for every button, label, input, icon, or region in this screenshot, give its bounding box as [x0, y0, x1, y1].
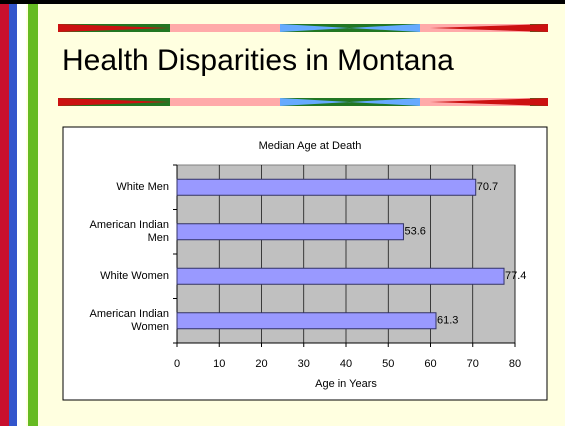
- bar: [177, 268, 504, 284]
- value-label: 53.6: [404, 226, 425, 238]
- x-tick-label: 20: [255, 358, 267, 370]
- bar: [177, 224, 403, 240]
- x-tick-label: 30: [298, 358, 310, 370]
- x-tick-label: 50: [382, 358, 394, 370]
- chart-title: Median Age at Death: [259, 140, 362, 152]
- y-tick-label: American Indian Men: [69, 219, 169, 245]
- y-tick-label: White Men: [69, 181, 169, 194]
- value-label: 77.4: [505, 270, 526, 282]
- banner: [58, 24, 548, 32]
- left-stripe: [28, 4, 38, 426]
- y-tick-label: White Women: [69, 270, 169, 283]
- left-stripe: [0, 4, 9, 426]
- x-axis-label: Age in Years: [315, 378, 377, 390]
- x-tick-label: 80: [509, 358, 521, 370]
- bar: [177, 313, 436, 329]
- x-tick-label: 40: [340, 358, 352, 370]
- y-tick-label: American Indian Women: [69, 308, 169, 334]
- top-border: [0, 0, 565, 4]
- value-label: 61.3: [437, 315, 458, 327]
- slide: Health Disparities in Montana Median Age…: [0, 0, 565, 426]
- slide-graphics: Health Disparities in Montana Median Age…: [0, 0, 565, 426]
- banner: [58, 98, 548, 106]
- value-label: 70.7: [477, 181, 498, 193]
- bar: [177, 179, 476, 195]
- x-tick-label: 10: [213, 358, 225, 370]
- x-tick-label: 70: [467, 358, 479, 370]
- x-tick-label: 60: [424, 358, 436, 370]
- slide-title: Health Disparities in Montana: [62, 44, 454, 77]
- left-stripe: [17, 4, 26, 426]
- x-tick-label: 0: [174, 358, 180, 370]
- left-stripe: [9, 4, 17, 426]
